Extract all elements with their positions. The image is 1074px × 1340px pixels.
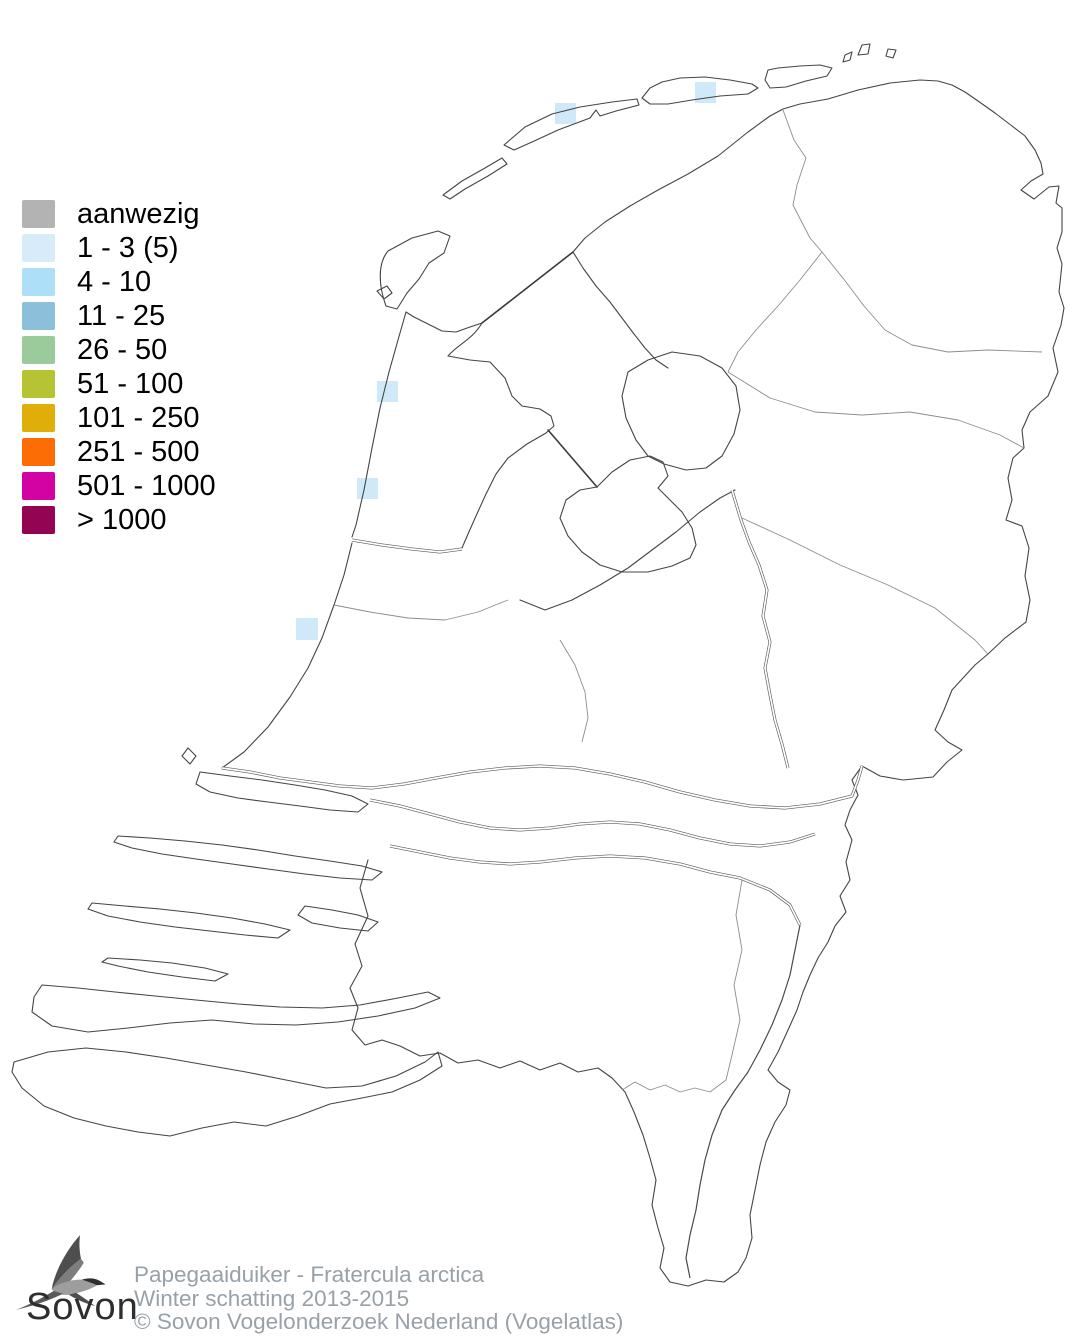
border-overijssel-gelderland (742, 518, 988, 654)
legend-item: 101 - 250 (22, 401, 216, 434)
legend-swatch (22, 438, 55, 466)
coast-friesland-ijsselmeer (573, 252, 668, 368)
legend-swatch (22, 404, 55, 432)
river-lek-fill (222, 766, 862, 808)
river-waal-fill (370, 800, 815, 846)
legend-label: 51 - 100 (77, 367, 184, 400)
observation-square (555, 103, 576, 124)
caption-season: Winter schatting 2013-2015 (134, 1285, 410, 1311)
island-ameland (642, 77, 758, 104)
legend-swatch (22, 200, 55, 228)
border-drenthe-overijssel (728, 372, 1024, 448)
river-maas-limburg (686, 925, 800, 1278)
observation-squares (296, 82, 716, 640)
legend-label: 101 - 250 (77, 401, 200, 434)
zeeland-noord-beveland (102, 958, 228, 981)
zeeland-voorne-putten (182, 748, 368, 812)
houtribdijk (548, 430, 597, 487)
noordzeekanaal (352, 540, 462, 552)
legend-label: 251 - 500 (77, 435, 200, 468)
legend-label: 501 - 1000 (77, 469, 216, 502)
observation-square (296, 618, 318, 640)
coastline-west (222, 312, 406, 768)
noordoostpolder (622, 352, 740, 470)
mainland-outline (350, 80, 1064, 1286)
legend-swatch (22, 472, 55, 500)
island-texel (377, 231, 450, 309)
caption-species: Papegaaiduiker - Fratercula arctica (134, 1262, 485, 1287)
zeeland-schouwen (88, 903, 290, 938)
legend-swatch (22, 506, 55, 534)
legend-item: 11 - 25 (22, 299, 216, 332)
legend-item: aanwezig (22, 197, 216, 230)
legend-item: 1 - 3 (5) (22, 231, 216, 264)
legend-label: 26 - 50 (77, 333, 168, 366)
legend-swatch (22, 302, 55, 330)
legend-label: 4 - 10 (77, 265, 152, 298)
caption-copyright: © Sovon Vogelonderzoek Nederland (Vogela… (134, 1309, 624, 1334)
island-terschelling (504, 99, 639, 150)
river-ijssel-fill (732, 490, 788, 768)
coast-noordholland-top (406, 312, 554, 548)
observation-square (695, 82, 716, 103)
border-brabant-limburg (622, 880, 742, 1092)
observation-square (377, 381, 398, 402)
observation-square (357, 478, 378, 499)
legend-swatch (22, 336, 55, 364)
islets-rottum (843, 44, 896, 62)
zeeland-walcheren-beveland (32, 985, 440, 1032)
legend-swatch (22, 268, 55, 296)
legend-label: 1 - 3 (5) (77, 231, 179, 264)
zeeland-goeree (114, 836, 382, 880)
border-friesland-groningen (783, 110, 822, 252)
river-maas-fill (390, 846, 800, 925)
swallow-icon (15, 1235, 106, 1310)
zeeland-tholen (298, 906, 378, 931)
zeeuws-vlaanderen (12, 1048, 442, 1136)
legend-label: aanwezig (77, 197, 200, 230)
legend-label: 11 - 25 (77, 299, 166, 332)
noordzeekanaal-fill (352, 540, 462, 552)
sovon-logo-text: Sovon (26, 1286, 139, 1328)
randmeren-coast (520, 490, 735, 610)
legend-item: 251 - 500 (22, 435, 216, 468)
afsluitdijk (482, 252, 573, 323)
legend-swatch (22, 234, 55, 262)
island-vlieland (443, 158, 507, 199)
border-holland-utrecht (334, 600, 508, 620)
legend: aanwezig 1 - 3 (5) 4 - 10 11 - 25 26 - 5… (22, 197, 216, 540)
map-caption: Papegaaiduiker - Fratercula arctica Wint… (134, 1263, 623, 1334)
legend-item: 4 - 10 (22, 265, 216, 298)
legend-label: > 1000 (77, 503, 167, 536)
legend-item: 26 - 50 (22, 333, 216, 366)
border-utrecht-gelderland (560, 640, 588, 742)
legend-item: > 1000 (22, 503, 216, 536)
river-lek (222, 766, 862, 808)
flevoland (560, 456, 696, 572)
legend-swatch (22, 370, 55, 398)
river-ijssel (732, 490, 788, 768)
legend-item: 51 - 100 (22, 367, 216, 400)
legend-item: 501 - 1000 (22, 469, 216, 502)
island-schiermonnikoog (765, 65, 832, 88)
border-friesland-drenthe (728, 252, 822, 372)
sovon-logo: Sovon (8, 1234, 138, 1338)
border-groningen-drenthe (822, 252, 1042, 352)
